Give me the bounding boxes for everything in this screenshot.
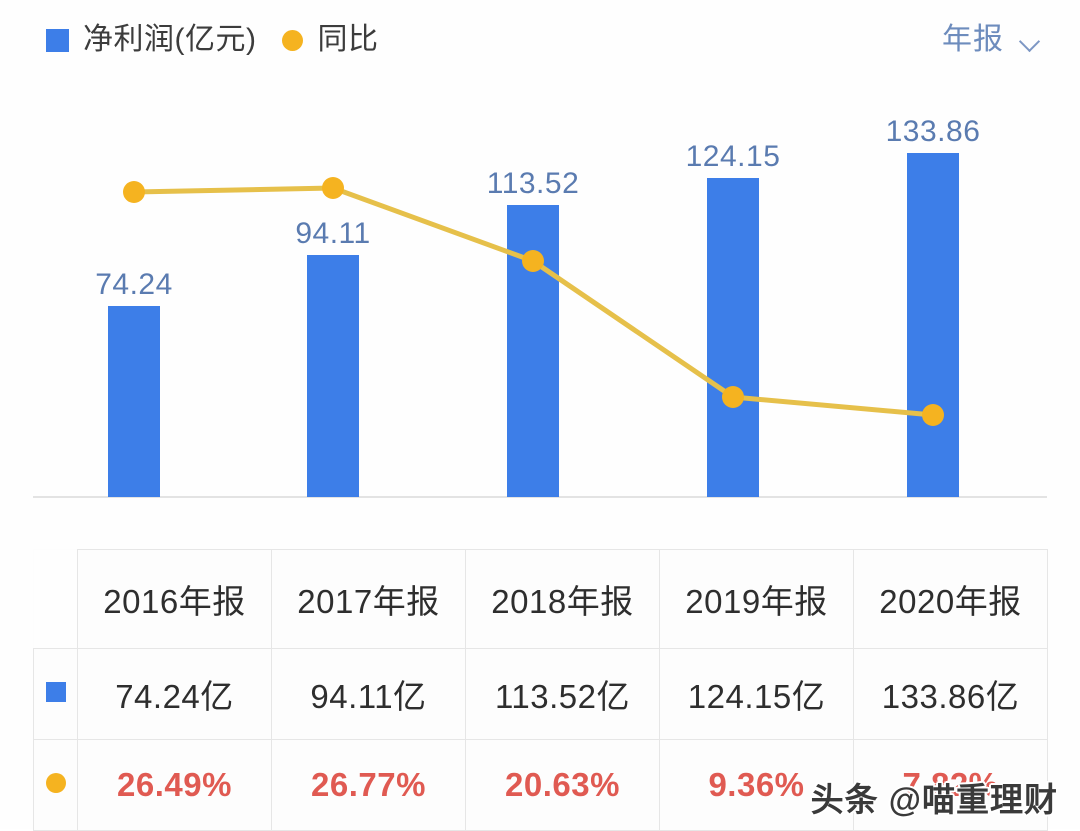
table-header-2019: 2019年报 <box>659 549 854 649</box>
bar-value-label-2020: 133.86 <box>885 115 981 148</box>
bar-value-label-2017: 94.11 <box>295 217 371 250</box>
table-cell-profit-2020: 133.86亿 <box>853 648 1048 740</box>
line-point-2017[interactable] <box>322 177 344 199</box>
table-marker-net-profit <box>33 648 78 740</box>
period-selector-dropdown[interactable]: 年报 <box>942 18 1042 62</box>
table-corner-cell <box>33 549 78 649</box>
legend-circle-icon <box>282 29 304 51</box>
table-marker-yoy <box>33 739 78 831</box>
table-cell-profit-2018: 113.52亿 <box>465 648 660 740</box>
table-cell-yoy-2018: 20.63% <box>465 739 660 831</box>
table-header-2020: 2020年报 <box>853 549 1048 649</box>
data-table-container: 2016年报 2017年报 2018年报 2019年报 2020年报 74.24… <box>33 549 1048 831</box>
bar-value-label-2016: 74.24 <box>95 268 173 301</box>
bar-2018[interactable] <box>507 205 559 497</box>
line-point-2020[interactable] <box>922 404 944 426</box>
legend-item-net-profit[interactable]: 净利润(亿元) <box>46 25 256 55</box>
table-header-2017: 2017年报 <box>271 549 466 649</box>
data-table: 2016年报 2017年报 2018年报 2019年报 2020年报 74.24… <box>33 549 1048 831</box>
line-point-2016[interactable] <box>123 181 145 203</box>
legend-label-yoy: 同比 <box>317 23 379 56</box>
line-series <box>123 177 944 426</box>
table-cell-yoy-2016: 26.49% <box>77 739 272 831</box>
table-cell-profit-2019: 124.15亿 <box>659 648 854 740</box>
bar-2020[interactable] <box>907 153 959 497</box>
legend-square-icon <box>46 28 69 52</box>
table-header-row: 2016年报 2017年报 2018年报 2019年报 2020年报 <box>33 549 1048 649</box>
table-cell-yoy-2020: 7.82% <box>853 739 1048 831</box>
legend-square-icon <box>45 681 66 702</box>
legend-item-yoy[interactable]: 同比 <box>282 25 378 55</box>
line-point-2018[interactable] <box>522 250 544 272</box>
bar-2017[interactable] <box>307 255 359 497</box>
chart-header: 净利润(亿元) 同比 年报 <box>0 0 1080 82</box>
legend-circle-icon <box>45 772 66 793</box>
table-cell-profit-2017: 94.11亿 <box>271 648 466 740</box>
legend-label-net-profit: 净利润(亿元) <box>83 23 257 56</box>
bar-value-label-2019: 124.15 <box>685 140 781 173</box>
table-header-2016: 2016年报 <box>77 549 272 649</box>
bar-value-label-2018: 113.52 <box>486 167 580 200</box>
table-header-2018: 2018年报 <box>465 549 660 649</box>
line-point-2019[interactable] <box>722 386 744 408</box>
chevron-down-icon <box>1020 31 1042 53</box>
table-cell-yoy-2017: 26.77% <box>271 739 466 831</box>
table-cell-yoy-2019: 9.36% <box>659 739 854 831</box>
chart-legend: 净利润(亿元) 同比 <box>46 18 404 62</box>
table-row-net-profit: 74.24亿 94.11亿 113.52亿 124.15亿 133.86亿 <box>33 648 1048 740</box>
bar-series <box>108 153 959 497</box>
table-row-yoy: 26.49% 26.77% 20.63% 9.36% 7.82% <box>33 739 1048 831</box>
bar-2019[interactable] <box>707 178 759 497</box>
chart-plot-area: 74.24 94.11 113.52 124.15 133.86 <box>0 82 1080 534</box>
chart-canvas <box>33 153 1047 498</box>
table-cell-profit-2016: 74.24亿 <box>77 648 272 740</box>
period-selector-label: 年报 <box>942 23 1004 56</box>
bar-2016[interactable] <box>108 306 160 497</box>
